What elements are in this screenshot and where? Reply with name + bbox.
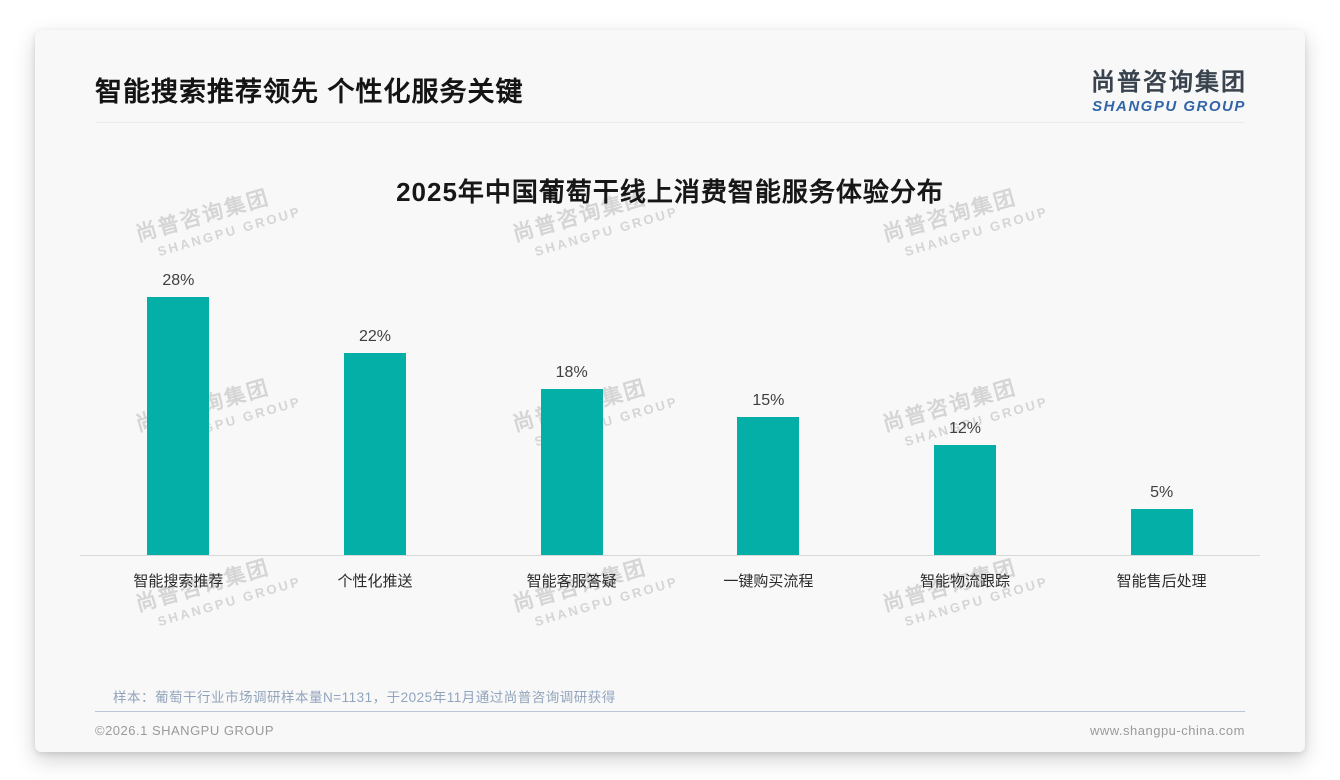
slide-content: 智能搜索推荐领先 个性化服务关键 尚普咨询集团 SHANGPU GROUP 20…: [35, 30, 1305, 752]
bar-value-label: 18%: [555, 364, 588, 381]
bar-value-label: 12%: [948, 420, 981, 437]
x-axis-label: 一键购买流程: [723, 573, 814, 590]
x-axis-label: 个性化推送: [337, 573, 413, 590]
bar-value-label: 15%: [752, 392, 785, 409]
company-logo: 尚普咨询集团 SHANGPU GROUP: [1091, 69, 1247, 116]
bar: [540, 389, 603, 555]
footer-divider: [95, 711, 1245, 712]
page-title: 智能搜索推荐领先 个性化服务关键: [95, 77, 524, 107]
bar-column: 22%: [277, 265, 474, 555]
bar: [147, 297, 210, 555]
chart-plot-area: 28% 22% 18% 15% 12% 5%: [80, 265, 1260, 556]
bar: [737, 417, 800, 555]
x-axis-label: 智能搜索推荐: [133, 573, 224, 590]
title-divider: [95, 122, 1245, 123]
bar-column: 12%: [867, 265, 1064, 555]
copyright-text: ©2026.1 SHANGPU GROUP: [95, 723, 275, 738]
bar-value-label: 22%: [358, 328, 391, 345]
bar: [933, 445, 996, 555]
logo-english-text: SHANGPU GROUP: [1092, 98, 1246, 116]
bar-column: 15%: [670, 265, 867, 555]
slide-card: 尚普咨询集团 SHANGPU GROUP 尚普咨询集团 SHANGPU GROUP 尚普…: [35, 30, 1305, 752]
header: 智能搜索推荐领先 个性化服务关键 尚普咨询集团 SHANGPU GROUP: [95, 69, 1247, 116]
footer: ©2026.1 SHANGPU GROUP www.shangpu-china.…: [95, 723, 1245, 738]
bar-column: 28%: [80, 265, 277, 555]
logo-chinese-text: 尚普咨询集团: [1091, 69, 1247, 96]
x-axis-label: 智能售后处理: [1116, 573, 1207, 590]
x-axis-label: 智能客服答疑: [526, 573, 617, 590]
bar-column: 18%: [473, 265, 670, 555]
bar-value-label: 28%: [162, 272, 195, 289]
chart-title: 2025年中国葡萄干线上消费智能服务体验分布: [396, 177, 944, 207]
bar-value-label: 5%: [1150, 484, 1174, 501]
bar: [343, 353, 406, 555]
bar: [1130, 509, 1193, 555]
bar-chart: 2025年中国葡萄干线上消费智能服务体验分布 28% 22% 18% 15% 12% 5%…: [80, 172, 1260, 591]
sample-note: 样本：葡萄干行业市场调研样本量N=1131，于2025年11月通过尚普咨询调研获…: [113, 690, 616, 705]
bar-column: 5%: [1063, 265, 1260, 555]
x-axis-labels: 智能搜索推荐 个性化推送 智能客服答疑 一键购买流程 智能物流跟踪 智能售后处理: [80, 556, 1260, 591]
x-axis-label: 智能物流跟踪: [919, 573, 1010, 590]
website-link[interactable]: www.shangpu-china.com: [1089, 723, 1245, 738]
